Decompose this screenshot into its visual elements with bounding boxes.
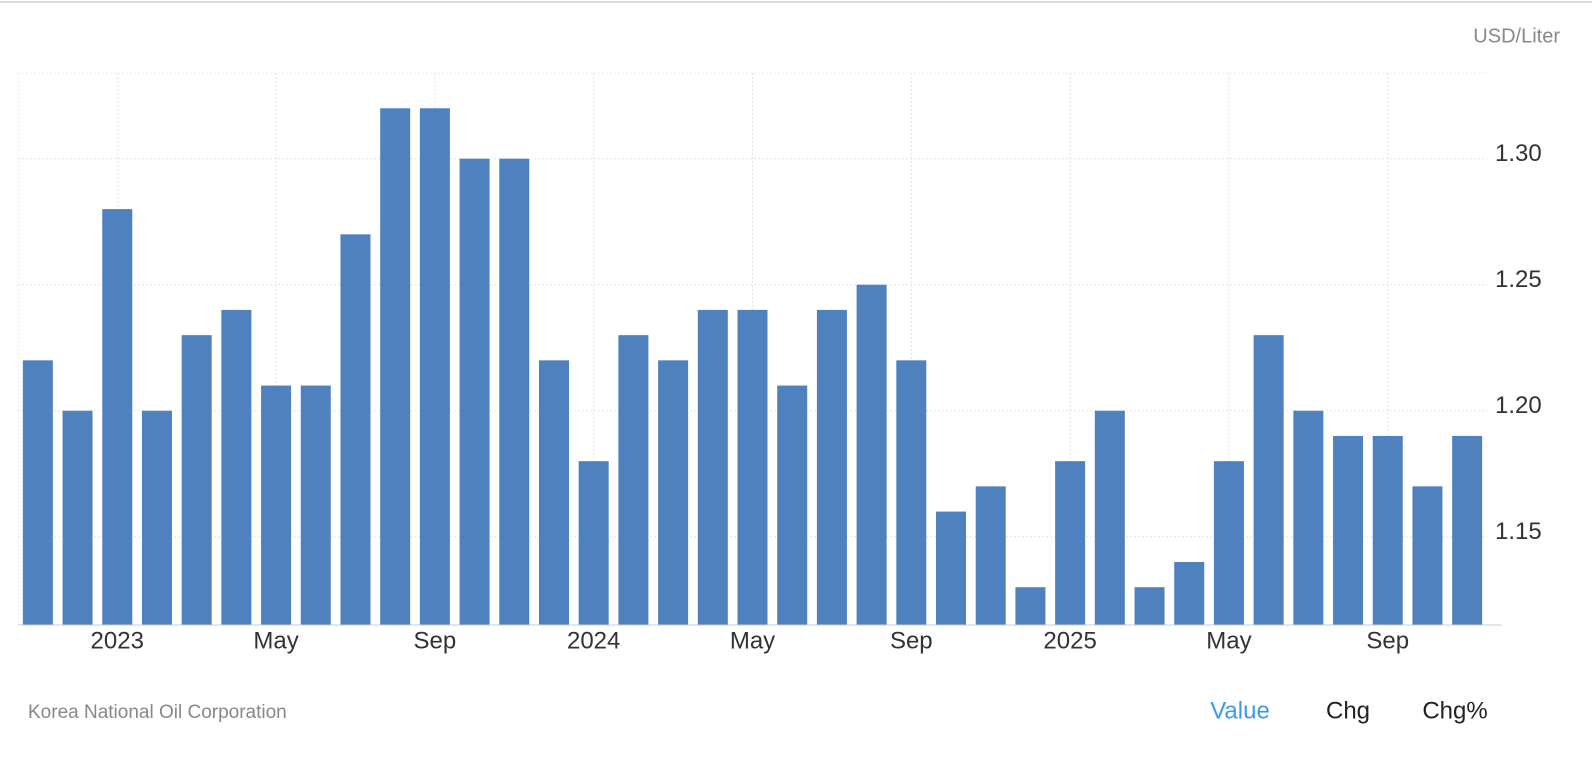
bar [578,461,609,625]
bar [1174,561,1205,625]
bar [816,309,847,625]
bar [975,486,1006,625]
bar [1372,435,1403,625]
bar [856,284,887,625]
bar [1412,486,1443,625]
y-tick-label: 1.20 [1495,392,1542,419]
bar [340,234,371,625]
bar [1213,461,1244,625]
bar [1055,461,1086,625]
bar [102,209,133,625]
x-tick-label: Sep [890,627,933,654]
bar [1134,587,1165,625]
unit-label: USD/Liter [1473,25,1560,47]
y-tick-label: 1.25 [1495,266,1542,293]
x-tick-label: 2025 [1043,627,1096,654]
bar [499,158,530,626]
toggle-button[interactable]: Chg% [1422,697,1487,724]
bar [300,385,331,625]
bar [1333,435,1364,625]
bar [777,385,808,625]
bar [658,360,689,625]
bar [1452,435,1483,625]
source: Korea National Oil Corporation [28,702,287,723]
y-tick-label: 1.15 [1495,518,1542,545]
bar [697,309,728,625]
bar [737,309,768,625]
y-tick-label: 1.30 [1495,140,1542,167]
bar [1094,410,1125,625]
bar [1293,410,1324,625]
x-tick-label: May [730,627,775,654]
bar [538,360,569,625]
bar [62,410,93,625]
bar [936,511,967,625]
x-tick-label: May [1206,627,1251,654]
bar [181,335,212,625]
bar [1253,335,1284,625]
bar [221,309,252,625]
bar [380,108,411,626]
x-tick-label: 2023 [91,627,144,654]
x-tick-label: Sep [414,627,457,654]
bar [261,385,292,625]
bar [896,360,927,625]
bar [141,410,172,625]
bar [419,108,450,626]
bar [22,360,53,625]
bar [618,335,649,625]
bar [459,158,490,626]
toggle-button[interactable]: Value [1210,697,1270,724]
x-tick-label: 2024 [567,627,620,654]
x-tick-label: Sep [1366,627,1409,654]
x-tick-label: May [253,627,298,654]
bar [1015,587,1046,625]
toggle-button[interactable]: Chg [1326,697,1370,724]
